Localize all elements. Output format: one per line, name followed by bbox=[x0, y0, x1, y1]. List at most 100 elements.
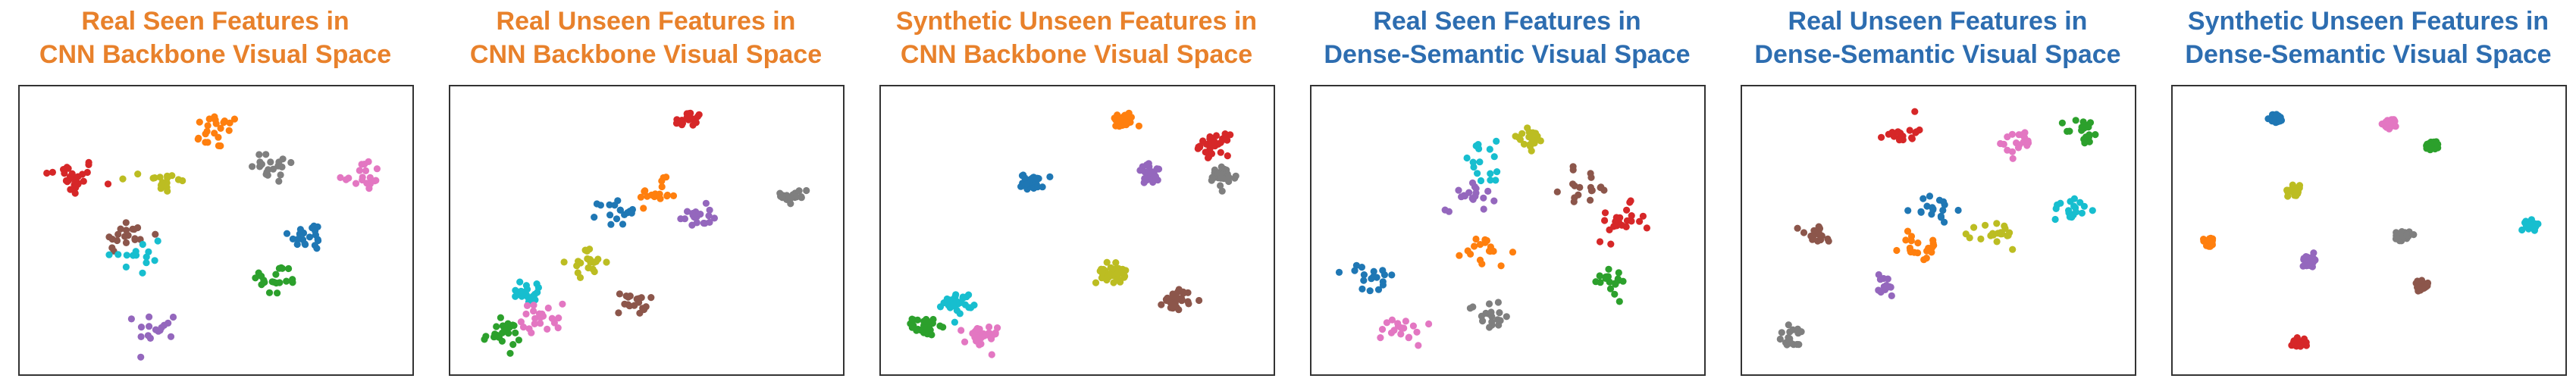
scatter-point bbox=[1492, 177, 1500, 184]
scatter-point bbox=[625, 293, 632, 301]
scatter-point bbox=[2310, 258, 2317, 265]
panel-title-line1: Real Seen Features in bbox=[81, 7, 349, 36]
scatter-point bbox=[1496, 309, 1503, 317]
scatter-point bbox=[1470, 163, 1478, 171]
scatter-point bbox=[1152, 173, 1159, 180]
scatter-point bbox=[2434, 144, 2442, 152]
scatter-point bbox=[1409, 322, 1417, 330]
scatter-point bbox=[1108, 271, 1115, 280]
scatter-point bbox=[1377, 334, 1384, 342]
scatter-point bbox=[1211, 139, 1219, 146]
scatter-point bbox=[929, 315, 937, 324]
scatter-point bbox=[1606, 285, 1615, 292]
scatter-point bbox=[517, 318, 525, 326]
scatter-point bbox=[1816, 224, 1824, 233]
scatter-point bbox=[2004, 133, 2011, 141]
scatter-point bbox=[2392, 123, 2399, 130]
scatter-point bbox=[1587, 196, 1594, 204]
scatter-point bbox=[544, 304, 552, 312]
scatter-point bbox=[337, 174, 344, 181]
panel-title-line2: CNN Backbone Visual Space bbox=[469, 40, 823, 69]
scatter-point bbox=[1818, 232, 1825, 239]
scatter-svg bbox=[1335, 124, 1650, 349]
scatter-point bbox=[973, 324, 981, 333]
scatter-point bbox=[705, 212, 713, 220]
scatter-plot-area bbox=[449, 85, 845, 376]
scatter-point bbox=[1468, 179, 1477, 186]
scatter-point bbox=[530, 307, 537, 315]
scatter-point bbox=[515, 336, 522, 344]
scatter-point bbox=[2072, 117, 2079, 124]
scatter-point bbox=[1877, 288, 1885, 296]
scatter-point bbox=[1402, 317, 1409, 325]
scatter-point bbox=[2418, 277, 2426, 284]
panel-title-line1: Real Unseen Features in bbox=[496, 7, 796, 36]
scatter-point bbox=[1463, 154, 1471, 162]
scatter-point bbox=[1893, 246, 1901, 255]
scatter-point bbox=[1488, 318, 1496, 326]
scatter-point bbox=[1794, 325, 1801, 333]
scatter-point bbox=[616, 206, 624, 214]
scatter-point bbox=[621, 211, 628, 218]
scatter-point bbox=[2423, 145, 2430, 152]
scatter-point bbox=[2392, 235, 2400, 242]
scatter-point bbox=[787, 200, 794, 208]
scatter-point bbox=[1114, 269, 1122, 277]
scatter-point bbox=[1184, 298, 1192, 305]
scatter-point bbox=[71, 179, 79, 186]
scatter-point bbox=[1103, 258, 1111, 266]
scatter-point bbox=[2385, 119, 2393, 127]
scatter-point bbox=[2086, 131, 2093, 139]
scatter-point bbox=[1218, 187, 1226, 195]
scatter-point bbox=[2393, 229, 2400, 236]
scatter-point bbox=[146, 313, 153, 321]
scatter-point bbox=[1461, 192, 1468, 200]
scatter-point bbox=[1601, 209, 1609, 217]
scatter-point bbox=[638, 294, 645, 302]
scatter-point bbox=[525, 325, 533, 333]
scatter-point bbox=[278, 163, 286, 170]
scatter-point bbox=[1940, 198, 1948, 205]
scatter-point bbox=[1405, 334, 1412, 342]
scatter-point bbox=[1497, 262, 1505, 270]
scatter-point bbox=[152, 326, 160, 333]
scatter-point bbox=[1394, 320, 1402, 327]
scatter-point bbox=[122, 263, 130, 271]
scatter-point bbox=[1929, 204, 1936, 211]
scatter-point bbox=[287, 158, 295, 167]
scatter-point bbox=[586, 255, 594, 263]
scatter-point bbox=[79, 170, 86, 178]
scatter-point bbox=[710, 214, 718, 222]
scatter-point bbox=[952, 291, 960, 299]
scatter-point bbox=[1888, 292, 1895, 299]
scatter-point bbox=[1494, 299, 1502, 306]
scatter-point bbox=[1906, 127, 1913, 134]
panel-title-line1: Synthetic Unseen Features in bbox=[2187, 7, 2549, 36]
scatter-point bbox=[531, 320, 538, 327]
scatter-point bbox=[1911, 108, 1919, 115]
scatter-point bbox=[1622, 223, 1630, 230]
scatter-point bbox=[268, 278, 276, 286]
scatter-point bbox=[2416, 286, 2424, 294]
scatter-point bbox=[555, 314, 563, 322]
scatter-point bbox=[672, 120, 681, 127]
scatter-point bbox=[2402, 230, 2411, 239]
scatter-point bbox=[2014, 144, 2023, 152]
scatter-point bbox=[986, 323, 993, 331]
panel-title-line2: Dense-Semantic Visual Space bbox=[2185, 40, 2552, 69]
panel-title-line2: CNN Backbone Visual Space bbox=[900, 40, 1253, 69]
panel-title: Real Seen Features in CNN Backbone Visua… bbox=[0, 5, 443, 71]
scatter-point bbox=[684, 208, 691, 215]
scatter-point bbox=[169, 313, 177, 321]
scatter-point bbox=[512, 329, 519, 336]
scatter-point bbox=[1787, 339, 1794, 347]
scatter-point bbox=[359, 176, 366, 184]
scatter-point bbox=[1925, 244, 1932, 252]
scatter-point bbox=[669, 192, 678, 199]
scatter-point bbox=[2289, 339, 2298, 346]
scatter-point bbox=[294, 236, 302, 243]
scatter-plot-area bbox=[1741, 85, 2136, 376]
scatter-point bbox=[1596, 272, 1603, 280]
scatter-point bbox=[1141, 174, 1149, 182]
scatter-point bbox=[1904, 227, 1912, 235]
